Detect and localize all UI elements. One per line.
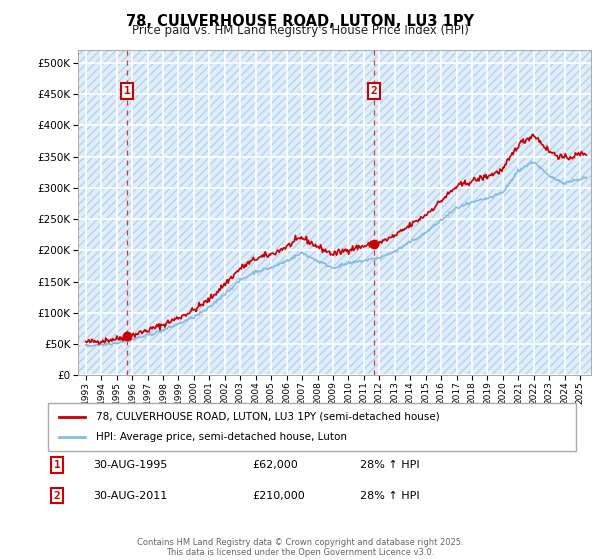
FancyBboxPatch shape (48, 403, 576, 451)
Text: 1: 1 (124, 86, 130, 96)
Text: 1: 1 (53, 460, 61, 470)
Text: 78, CULVERHOUSE ROAD, LUTON, LU3 1PY: 78, CULVERHOUSE ROAD, LUTON, LU3 1PY (126, 14, 474, 29)
Text: 2: 2 (53, 491, 61, 501)
Text: 78, CULVERHOUSE ROAD, LUTON, LU3 1PY (semi-detached house): 78, CULVERHOUSE ROAD, LUTON, LU3 1PY (se… (95, 412, 439, 422)
Text: 28% ↑ HPI: 28% ↑ HPI (360, 491, 419, 501)
Text: £62,000: £62,000 (252, 460, 298, 470)
Text: 28% ↑ HPI: 28% ↑ HPI (360, 460, 419, 470)
Text: Price paid vs. HM Land Registry's House Price Index (HPI): Price paid vs. HM Land Registry's House … (131, 24, 469, 37)
Text: 30-AUG-1995: 30-AUG-1995 (93, 460, 167, 470)
Text: Contains HM Land Registry data © Crown copyright and database right 2025.
This d: Contains HM Land Registry data © Crown c… (137, 538, 463, 557)
Text: £210,000: £210,000 (252, 491, 305, 501)
Text: HPI: Average price, semi-detached house, Luton: HPI: Average price, semi-detached house,… (95, 432, 347, 442)
Text: 2: 2 (371, 86, 377, 96)
Text: 30-AUG-2011: 30-AUG-2011 (93, 491, 167, 501)
